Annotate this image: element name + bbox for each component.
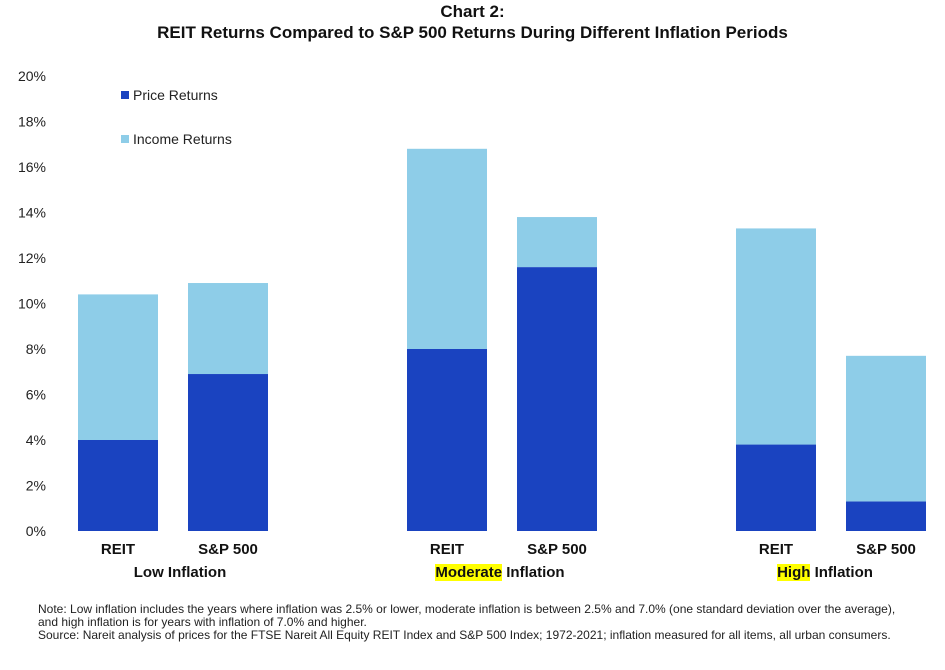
- x-tick-label: S&P 500: [198, 541, 258, 558]
- legend-swatch: [121, 91, 129, 99]
- legend-swatch: [121, 135, 129, 143]
- y-tick-label: 6%: [26, 387, 46, 403]
- chart-notes: Note: Low inflation includes the years w…: [38, 603, 918, 642]
- y-tick-label: 10%: [18, 296, 46, 312]
- y-tick-label: 20%: [18, 68, 46, 84]
- bar-income-returns: [846, 355, 926, 502]
- bar-income-returns: [407, 148, 487, 349]
- bar-price-returns: [517, 267, 597, 531]
- y-tick-label: 2%: [26, 478, 46, 494]
- y-tick-label: 4%: [26, 432, 46, 448]
- x-tick-label: S&P 500: [856, 541, 916, 558]
- stacked-bar-chart: 0% 2% 4% 6% 8% 10% 12% 14% 16% 18% 20% REIT S&P 500 R…: [18, 68, 926, 558]
- group-label-high-inflation: High Inflation: [750, 564, 900, 581]
- bar-price-returns: [407, 349, 487, 531]
- x-tick-label: S&P 500: [527, 541, 587, 558]
- y-tick-label: 18%: [18, 114, 46, 130]
- legend-label: Price Returns: [133, 87, 218, 103]
- bar-income-returns: [517, 217, 597, 268]
- y-tick-label: 0%: [26, 523, 46, 539]
- group-label-highlight: Moderate: [435, 564, 503, 581]
- y-tick-label: 16%: [18, 159, 46, 175]
- group-label-text: Low Inflation: [133, 564, 227, 581]
- y-tick-label: 8%: [26, 341, 46, 357]
- chart-title: Chart 2:: [440, 2, 505, 21]
- bar-income-returns: [78, 294, 158, 440]
- bar-price-returns: [736, 444, 816, 531]
- y-tick-label: 12%: [18, 250, 46, 266]
- bar-price-returns: [78, 440, 158, 531]
- group-label-text: Inflation: [502, 564, 565, 581]
- bar-income-returns: [736, 228, 816, 445]
- y-tick-label: 14%: [18, 205, 46, 221]
- bar-income-returns: [188, 283, 268, 375]
- x-tick-label: REIT: [101, 541, 135, 558]
- source-text: Source: Nareit analysis of prices for th…: [38, 628, 891, 642]
- group-label-text: Inflation: [810, 564, 873, 581]
- legend-label: Income Returns: [133, 131, 232, 147]
- x-tick-label: REIT: [430, 541, 464, 558]
- note-text: Note: Low inflation includes the years w…: [38, 602, 896, 629]
- x-tick-label: REIT: [759, 541, 793, 558]
- bar-price-returns: [188, 374, 268, 531]
- group-label-highlight: High: [777, 564, 811, 581]
- group-label-low-inflation: Low Inflation: [100, 564, 260, 581]
- bar-price-returns: [846, 501, 926, 531]
- group-label-moderate-inflation: Moderate Inflation: [410, 564, 590, 581]
- chart-subtitle: REIT Returns Compared to S&P 500 Returns…: [157, 23, 788, 42]
